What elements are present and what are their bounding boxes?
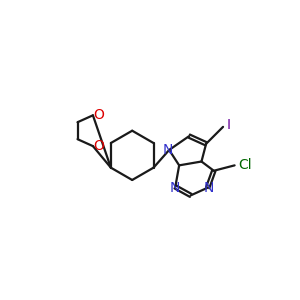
- Text: N: N: [169, 181, 180, 195]
- Text: N: N: [203, 182, 214, 196]
- Text: N: N: [162, 143, 173, 157]
- Text: Cl: Cl: [238, 158, 251, 172]
- Text: I: I: [226, 118, 230, 132]
- Text: O: O: [93, 139, 104, 153]
- Text: O: O: [93, 108, 104, 122]
